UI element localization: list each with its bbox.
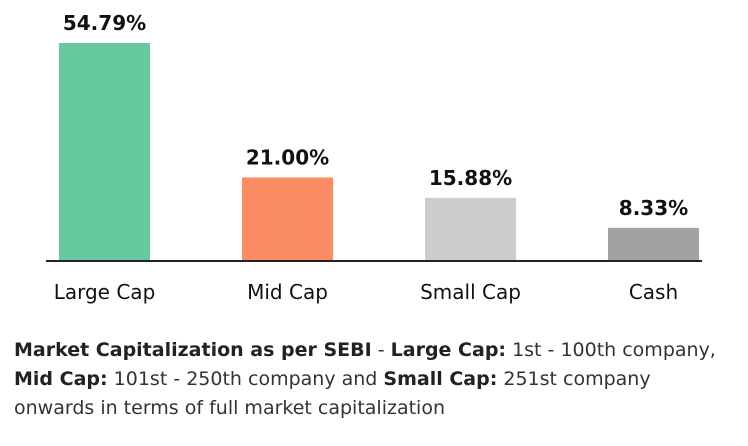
category-label-large-cap: Large Cap bbox=[54, 280, 156, 304]
bar-mid-cap bbox=[242, 177, 333, 261]
category-label-small-cap: Small Cap bbox=[420, 280, 521, 304]
category-label-cash: Cash bbox=[629, 280, 678, 304]
note-mid-cap-text: 101st - 250th company and bbox=[107, 368, 384, 390]
value-label-small-cap: 15.88% bbox=[429, 166, 512, 190]
note-small-cap-text: 251st company onwards in terms of full m… bbox=[14, 368, 651, 419]
category-label-mid-cap: Mid Cap bbox=[247, 280, 328, 304]
value-labels-group: 54.79% 21.00% 15.88% 8.33% bbox=[63, 11, 688, 220]
bars-group bbox=[59, 43, 699, 261]
value-label-mid-cap: 21.00% bbox=[246, 145, 329, 169]
note-title: Market Capitalization as per SEBI bbox=[14, 339, 372, 361]
note-large-cap-label: Large Cap: bbox=[390, 339, 507, 361]
market-cap-note: Market Capitalization as per SEBI - Larg… bbox=[14, 336, 734, 423]
bar-large-cap bbox=[59, 43, 150, 261]
bar-chart: 54.79% 21.00% 15.88% 8.33% Large Cap Mid Cap… bbox=[46, 11, 702, 304]
bar-cash bbox=[608, 227, 699, 261]
value-label-cash: 8.33% bbox=[619, 196, 688, 220]
note-large-cap-text: 1st - 100th company, bbox=[506, 339, 716, 361]
note-small-cap-label: Small Cap: bbox=[383, 368, 498, 390]
note-mid-cap-label: Mid Cap: bbox=[14, 368, 108, 390]
bar-small-cap bbox=[425, 197, 516, 261]
note-separator: - bbox=[371, 339, 391, 361]
value-label-large-cap: 54.79% bbox=[63, 11, 146, 35]
category-labels-group: Large Cap Mid Cap Small Cap Cash bbox=[54, 280, 678, 304]
